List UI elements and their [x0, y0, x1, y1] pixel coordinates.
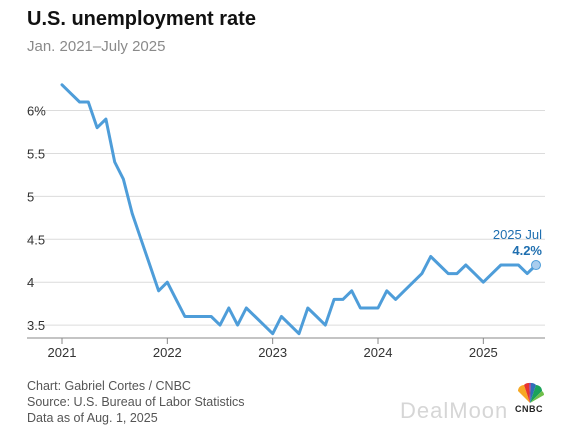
chart-notes: Chart: Gabriel Cortes / CNBC Source: U.S… — [27, 378, 244, 426]
y-tick-label: 5.5 — [27, 146, 45, 161]
annotation-value: 4.2% — [512, 243, 542, 258]
end-point-marker — [531, 260, 541, 271]
y-tick-label: 6% — [27, 104, 46, 119]
x-tick-label: 2023 — [258, 345, 287, 360]
y-tick-label: 3.5 — [27, 318, 45, 333]
x-tick-label: 2022 — [153, 345, 182, 360]
x-tick-label: 2025 — [469, 345, 498, 360]
series-line — [60, 83, 538, 336]
line-chart: 3.5 4 4.5 5 5.5 6% 2021 2022 2023 2024 2025 2025 … — [27, 83, 545, 360]
credit-text: Chart: Gabriel Cortes / CNBC — [27, 379, 191, 393]
grid-lines — [27, 110, 545, 326]
x-axis — [27, 337, 545, 344]
x-tick-label: 2024 — [364, 345, 393, 360]
y-tick-label: 4 — [27, 275, 34, 290]
x-tick-label: 2021 — [48, 345, 77, 360]
y-tick-label: 5 — [27, 189, 34, 204]
y-tick-labels: 3.5 4 4.5 5 5.5 6% — [27, 104, 46, 334]
cnbc-peacock-icon — [518, 382, 544, 403]
source-text: Source: U.S. Bureau of Labor Statistics — [27, 395, 245, 409]
annotation-date: 2025 Jul — [493, 227, 542, 242]
x-tick-labels: 2021 2022 2023 2024 2025 — [48, 345, 498, 360]
series-group — [60, 83, 538, 336]
cnbc-logo-text: CNBC — [515, 404, 543, 414]
data-as-of-text: Data as of Aug. 1, 2025 — [27, 411, 158, 425]
y-tick-label: 4.5 — [27, 232, 45, 247]
watermark-text: DealMoon — [400, 398, 509, 423]
chart-title: U.S. unemployment rate — [27, 8, 256, 30]
chart-subtitle: Jan. 2021–July 2025 — [27, 38, 166, 55]
